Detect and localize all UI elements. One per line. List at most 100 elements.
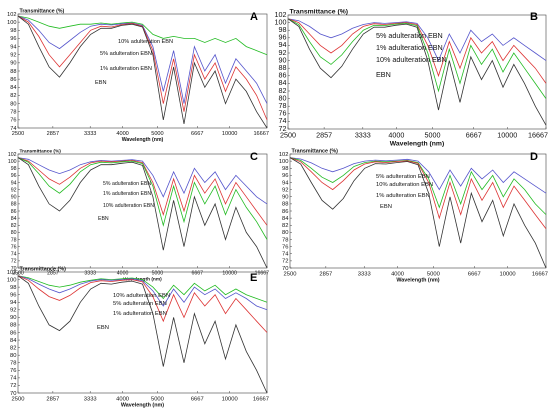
y-tick-label: 80 — [279, 93, 287, 102]
series-annotation: 5% adulteration EBN — [376, 31, 443, 40]
series-annotation: 10% adulteration EBN — [376, 182, 433, 188]
y-tick-label: 94 — [11, 180, 17, 186]
x-tick-label: 6667 — [466, 131, 482, 140]
y-tick-label: 100 — [7, 20, 16, 26]
y-tick-label: 86 — [282, 209, 288, 215]
x-tick-label: 2857 — [316, 131, 332, 140]
y-tick-label: 74 — [282, 252, 289, 258]
y-tick-label: 74 — [11, 252, 17, 258]
y-tick-label: 92 — [282, 187, 288, 193]
x-axis-title: Wavelength (nm) — [121, 403, 164, 409]
y-tick-label: 86 — [10, 330, 16, 336]
y-tick-label: 102 — [8, 152, 17, 158]
y-axis-title: Transmittance (%) — [20, 149, 62, 155]
series-annotation: 10% adulteration EBN — [118, 39, 173, 45]
x-tick-label: 4000 — [116, 131, 128, 137]
y-tick-label: 90 — [282, 195, 288, 201]
series-line-0 — [17, 157, 268, 205]
plot-frame — [287, 14, 547, 130]
x-tick-label: 5000 — [427, 271, 440, 277]
x-tick-label: 2500 — [284, 271, 297, 277]
y-tick-label: 80 — [10, 101, 16, 107]
panel-letter: B — [530, 11, 538, 23]
series-line-3 — [289, 157, 547, 269]
series-line-3 — [17, 15, 268, 129]
y-tick-label: 96 — [11, 173, 17, 179]
x-tick-label: 16667 — [253, 396, 269, 402]
series-line-2 — [289, 157, 547, 230]
y-tick-label: 76 — [10, 118, 16, 124]
series-annotation: 1% adulteration EBN — [113, 311, 167, 317]
y-tick-label: 98 — [279, 25, 287, 34]
y-tick-label: 88 — [10, 323, 16, 329]
y-tick-label: 84 — [11, 216, 17, 222]
x-tick-label: 10000 — [222, 131, 238, 137]
y-tick-label: 80 — [282, 230, 288, 236]
x-tick-label: 10000 — [500, 271, 516, 277]
x-tick-label: 10000 — [222, 396, 238, 402]
x-tick-label: 5000 — [151, 131, 163, 137]
y-tick-label: 80 — [10, 353, 16, 359]
x-tick-label: 2500 — [12, 396, 25, 402]
y-tick-label: 78 — [282, 237, 288, 243]
x-tick-label: 6667 — [191, 396, 204, 402]
y-tick-label: 98 — [11, 166, 17, 172]
y-tick-label: 78 — [10, 361, 16, 367]
y-tick-label: 84 — [279, 78, 287, 87]
x-tick-label: 4000 — [117, 271, 129, 277]
y-tick-label: 96 — [10, 292, 16, 298]
y-axis-title: Transmittance (%) — [290, 9, 349, 16]
x-tick-label: 3333 — [358, 271, 371, 277]
x-tick-label: 3333 — [84, 396, 97, 402]
x-tick-label: 3333 — [84, 131, 96, 137]
x-axis-title: Wavelength (nm) — [390, 140, 445, 147]
x-tick-label: 16667 — [253, 131, 269, 137]
x-tick-label: 10000 — [222, 271, 237, 277]
x-tick-label: 16667 — [255, 271, 270, 277]
series-line-1 — [17, 15, 268, 104]
series-line-3 — [17, 275, 268, 394]
series-annotation: EBN — [95, 80, 107, 86]
y-tick-label: 102 — [7, 270, 17, 276]
series-line-3 — [17, 157, 268, 269]
y-tick-label: 78 — [279, 101, 287, 110]
series-line-1 — [289, 157, 547, 215]
series-annotation: 10% adulteration EBN — [376, 55, 447, 64]
y-axis-title: Transmittance (%) — [20, 9, 65, 15]
series-annotation: 5% adulteration EBN — [376, 174, 430, 180]
y-tick-label: 72 — [10, 383, 16, 389]
series-line-1 — [17, 275, 268, 311]
series-line-0 — [287, 18, 547, 62]
series-annotation: EBN — [380, 204, 392, 210]
y-tick-label: 72 — [279, 124, 287, 133]
x-tick-label: 2857 — [47, 271, 59, 277]
series-line-1 — [287, 18, 547, 84]
x-tick-label: 2857 — [47, 131, 59, 137]
y-tick-label: 78 — [10, 110, 16, 116]
y-tick-label: 88 — [11, 202, 17, 208]
series-annotation: 5% adulteration EBN — [113, 301, 167, 307]
y-tick-label: 72 — [11, 259, 17, 265]
y-tick-label: 90 — [279, 55, 287, 64]
y-tick-label: 70 — [282, 266, 288, 272]
y-tick-label: 96 — [279, 33, 287, 42]
y-tick-label: 82 — [11, 223, 17, 229]
y-tick-label: 102 — [279, 152, 289, 158]
x-tick-label: 4000 — [388, 131, 404, 140]
panel-a: 74 76 78 80 82 84 86 88 90 92 94 96 98 100 102 2500 2857… — [7, 9, 269, 144]
series-line-3 — [287, 18, 547, 126]
x-axis-title: Wavelength (nm) — [396, 278, 439, 284]
y-tick-label: 82 — [282, 223, 288, 229]
series-line-2 — [17, 275, 268, 333]
y-tick-label: 92 — [10, 53, 16, 59]
y-tick-label: 74 — [279, 116, 287, 125]
y-tick-label: 86 — [11, 209, 17, 215]
y-tick-label: 70 — [11, 266, 17, 272]
series-annotation: EBN — [97, 325, 109, 331]
series-line-0 — [17, 15, 268, 56]
y-tick-label: 76 — [282, 244, 288, 250]
y-tick-label: 96 — [282, 173, 288, 179]
y-tick-label: 96 — [10, 36, 16, 42]
